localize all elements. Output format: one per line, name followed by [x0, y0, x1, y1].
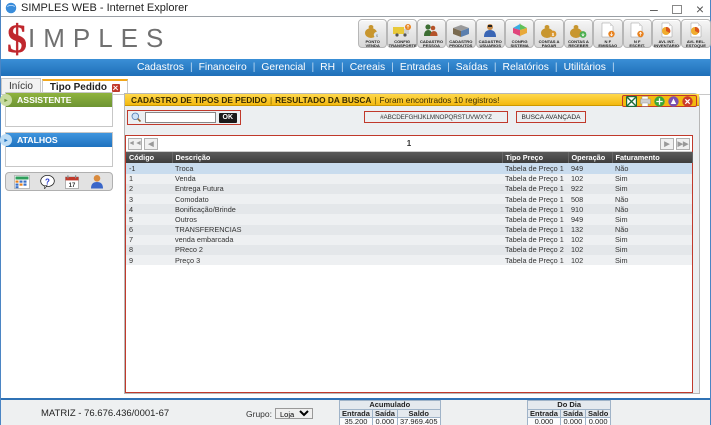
svg-text:?: ?: [45, 177, 50, 186]
svg-text:17: 17: [69, 183, 76, 189]
